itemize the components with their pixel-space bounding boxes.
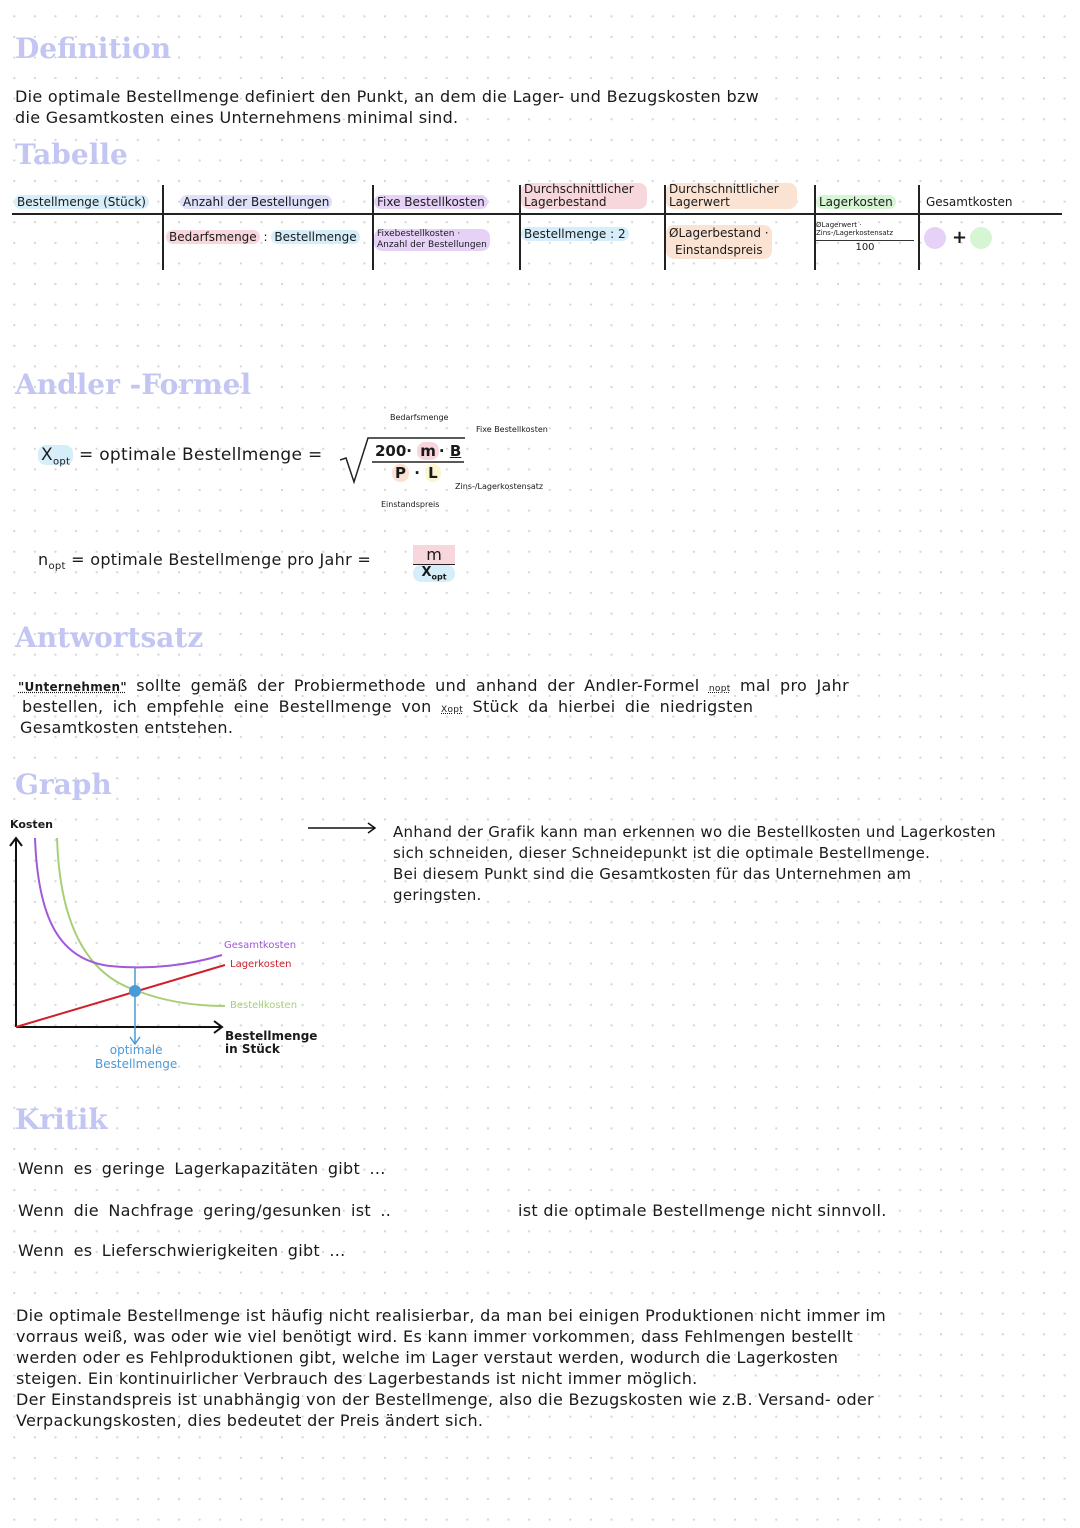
kritik-line-3: Wenn es Lieferschwierigkeiten gibt ... [18, 1241, 346, 1260]
heading-tabelle: Tabelle [15, 138, 128, 171]
series-lagerkosten [15, 964, 226, 1028]
header-lagerwert: Durchschnittlicher Lagerwert [666, 183, 797, 209]
antwort-line-2: bestellen, ich empfehle eine Bestellmeng… [22, 697, 754, 716]
heading-kritik: Kritik [15, 1103, 108, 1136]
arrow-right-icon [308, 822, 377, 834]
gesamt-purple-dot [924, 227, 946, 249]
legend-bestellkosten: Bestellkosten [230, 1000, 298, 1011]
formula-denominator: P · L [392, 464, 441, 482]
header-lagerbestand: Durchschnittlicher Lagerbestand [521, 183, 647, 209]
graph-explanation: Anhand der Grafik kann man erkennen wo d… [393, 823, 996, 904]
cost-graph: Kosten Gesamtkosten Lagerkosten Bestellk… [0, 810, 340, 1080]
kritik-line-2: Wenn die Nachfrage gering/gesunken ist .… [18, 1201, 392, 1220]
formula-table: Bestellmenge (Stück) Anzahl der Bestellu… [12, 183, 1062, 273]
heading-definition: Definition [15, 32, 172, 65]
heading-graph: Graph [15, 768, 112, 801]
cell-fixe: Fixebestellkosten · Anzahl der Bestellung… [374, 229, 490, 251]
square-root-sign [340, 437, 465, 485]
annotation-bedarfsmenge: Bedarfsmenge [390, 413, 449, 422]
series-gesamtkosten [34, 837, 223, 969]
cell-lagerkosten: ØLagerwert · Zins-/Lagerkostensatz 100 [816, 221, 914, 253]
cell-anzahl: Bedarfsmenge : Bestellmenge [166, 230, 360, 244]
plus-sign: + [952, 227, 968, 248]
optimum-label: optimale Bestellmenge [95, 1043, 178, 1071]
formula-numerator: 200· m · B [375, 442, 462, 460]
header-anzahl: Anzahl der Bestellungen [180, 195, 333, 209]
legend-lagerkosten: Lagerkosten [230, 959, 292, 970]
series-bestellkosten [56, 837, 226, 1007]
nopt-definition: nopt = optimale Bestellmenge pro Jahr = [38, 550, 372, 573]
y-axis-arrow [9, 836, 23, 847]
gesamt-green-dot [970, 227, 992, 249]
x-axis-arrow [213, 1020, 224, 1034]
optimum-arrow [129, 1036, 141, 1046]
heading-antwortsatz: Antwortsatz [15, 621, 204, 654]
cell-lagerbestand: Bestellmenge : 2 [521, 227, 629, 241]
definition-line-1: Die optimale Bestellmenge definiert den … [15, 87, 760, 106]
annotation-zins: Zins-/Lagerkostensatz [455, 482, 544, 491]
header-fixe-bestellkosten: Fixe Bestellkosten [374, 195, 488, 209]
kritik-paragraph: Die optimale Bestellmenge ist häufig nic… [16, 1306, 886, 1430]
table-header-rule [12, 213, 1062, 215]
y-axis-label: Kosten [10, 818, 53, 831]
definition-line-2: die Gesamtkosten eines Unternehmens mini… [15, 108, 459, 127]
annotation-fixe: Fixe Bestellkosten [476, 425, 548, 434]
header-bestellmenge: Bestellmenge (Stück) [14, 195, 149, 209]
xopt-definition: Xopt = optimale Bestellmenge = [38, 445, 323, 472]
header-gesamtkosten: Gesamtkosten [926, 195, 1013, 209]
andler-formula: 200· m · B P · L [340, 430, 470, 485]
annotation-einstandspreis: Einstandspreis [381, 500, 440, 509]
heading-andler: Andler -Formel [15, 368, 252, 401]
antwort-line-1: "Unternehmen" sollte gemäß der Probierme… [18, 676, 849, 695]
kritik-conclusion: ist die optimale Bestellmenge nicht sinn… [518, 1201, 887, 1220]
cell-lagerwert: ØLagerbestand · Einstandspreis [666, 225, 772, 259]
header-lagerkosten: Lagerkosten [816, 195, 896, 209]
kritik-line-1: Wenn es geringe Lagerkapazitäten gibt ..… [18, 1159, 386, 1178]
antwort-line-3: Gesamtkosten entstehen. [20, 718, 234, 737]
nopt-fraction: m Xopt [413, 545, 455, 582]
optimum-point [129, 985, 141, 997]
legend-gesamtkosten: Gesamtkosten [224, 940, 297, 951]
x-axis-label: Bestellmenge in Stück [225, 1029, 318, 1056]
